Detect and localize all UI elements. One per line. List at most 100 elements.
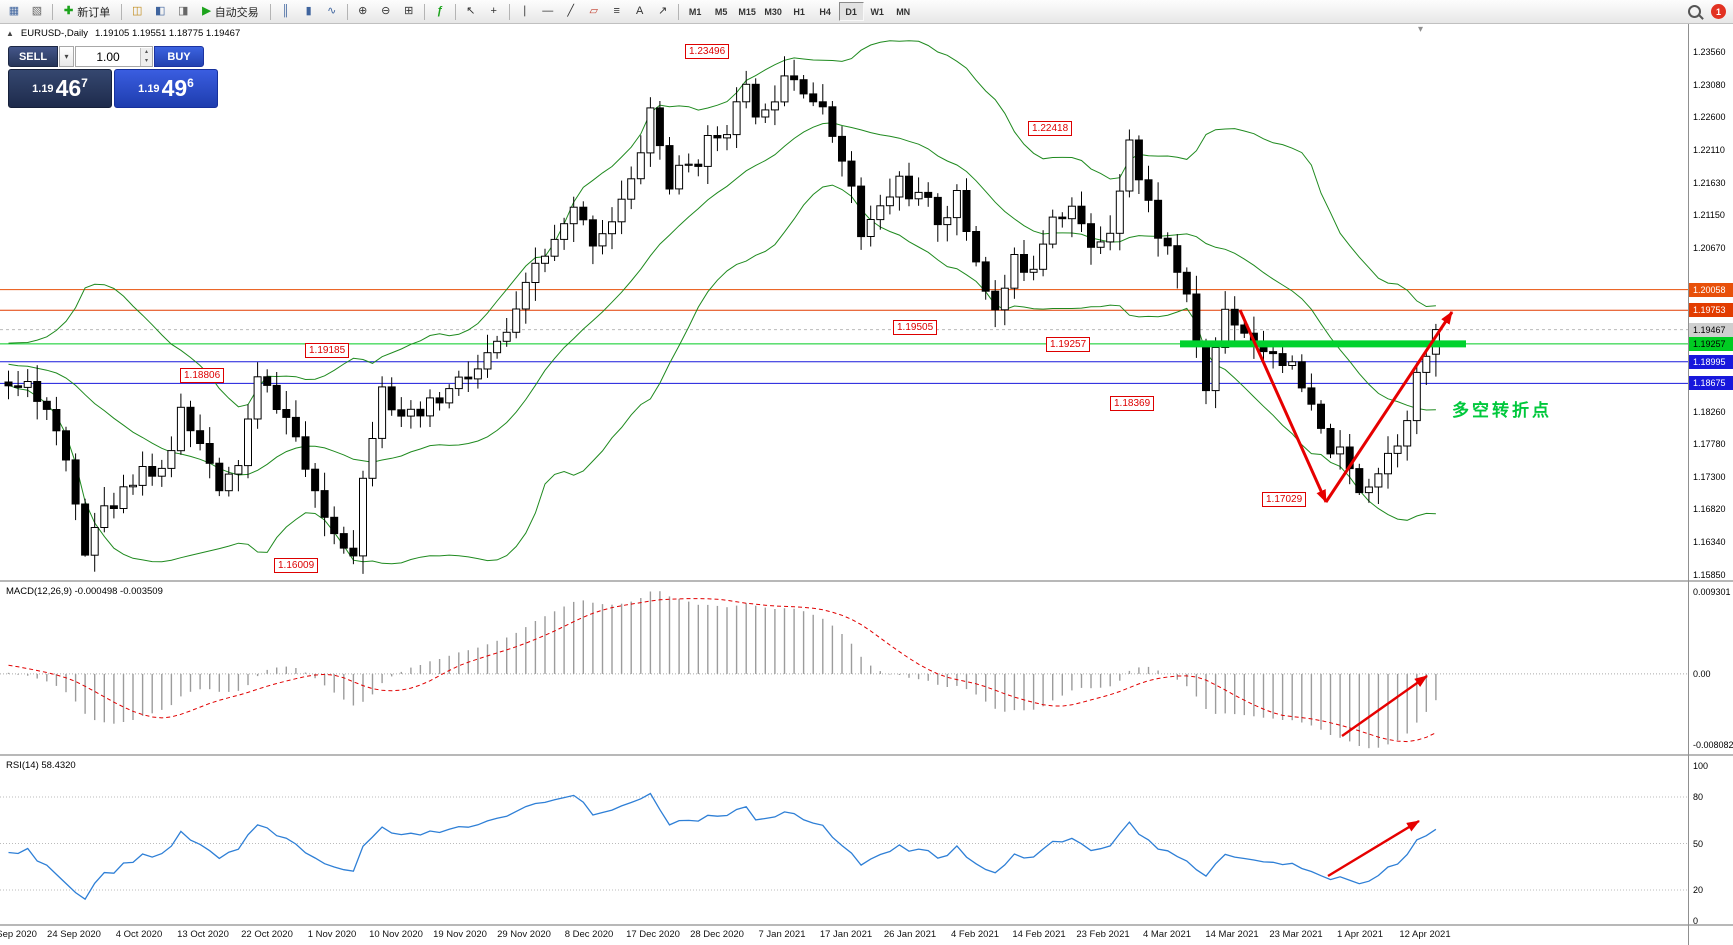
data-window-button[interactable]: ◧: [149, 2, 171, 22]
price-callout[interactable]: 1.19505: [893, 320, 938, 335]
indicators-button[interactable]: ƒ: [429, 2, 451, 22]
timeframe-button-w1[interactable]: W1: [865, 2, 890, 21]
toolbar-separator: [508, 3, 510, 20]
fibonacci-button[interactable]: ≡: [606, 2, 628, 22]
spin-down-icon[interactable]: ▾: [141, 56, 152, 66]
cursor-button[interactable]: ↖: [460, 2, 482, 22]
macd-axis-tick: 0.009301: [1693, 587, 1731, 597]
grid-button[interactable]: ⊞: [398, 2, 420, 22]
crosshair-icon: +: [490, 5, 497, 17]
timeframe-button-m30[interactable]: M30: [761, 2, 786, 21]
timeframe-button-m1[interactable]: M1: [683, 2, 708, 21]
search-icon: [1687, 5, 1701, 18]
panel-separator[interactable]: [0, 580, 1733, 582]
text-tool-button[interactable]: A: [629, 2, 651, 22]
one-click-collapse-icon[interactable]: ▲: [6, 29, 14, 38]
buy-price-big: 49: [161, 75, 188, 101]
new-order-icon: ✚: [64, 5, 74, 17]
price-callout[interactable]: 1.18806: [180, 368, 225, 383]
notification-badge[interactable]: 1: [1711, 4, 1726, 19]
price-callout[interactable]: 1.22418: [1028, 121, 1073, 136]
price-tick: 1.23080: [1693, 80, 1726, 90]
channel-icon: ▱: [589, 5, 598, 17]
candlestick-icon: ▮: [305, 5, 312, 17]
volume-input[interactable]: 1.00 ▴ ▾: [75, 46, 153, 67]
line-chart-icon: ∿: [327, 5, 337, 17]
autotrading-button[interactable]: ▶ 自动交易: [195, 2, 265, 22]
price-axis[interactable]: 1.23560 1.23080 1.22600 1.22110 1.21630 1.211…: [1689, 24, 1733, 945]
time-axis[interactable]: 15 Sep 2020 24 Sep 2020 4 Oct 2020 13 Oct 2…: [0, 929, 1451, 940]
rsi-axis-tick: 0: [1693, 916, 1699, 926]
chart-object-overlay: 1.23496 1.22418 1.19505 1.19257 1.19185 1.188…: [0, 24, 1688, 945]
new-order-button[interactable]: ✚ 新订单: [57, 2, 117, 22]
chart-shift-marker[interactable]: ▾: [1418, 24, 1424, 35]
horizontal-line-button[interactable]: ―: [537, 2, 559, 22]
svg-text:12 Apr 2021: 12 Apr 2021: [1399, 929, 1450, 940]
trendline-button[interactable]: ╱: [560, 2, 582, 22]
timeframe-button-m15[interactable]: M15: [735, 2, 760, 21]
chart-window[interactable]: 15 Sep 2020 24 Sep 2020 4 Oct 2020 13 Oct 2…: [0, 24, 1733, 945]
zoom-out-button[interactable]: ⊖: [375, 2, 397, 22]
svg-text:17 Dec 2020: 17 Dec 2020: [626, 929, 680, 940]
vertical-line-button[interactable]: ∣: [514, 2, 536, 22]
spin-up-icon[interactable]: ▴: [141, 47, 152, 57]
candlestick-chart-button[interactable]: ▮: [298, 2, 320, 22]
sell-button[interactable]: SELL: [8, 46, 58, 67]
timeframe-button-mn[interactable]: MN: [891, 2, 916, 21]
market-watch-icon: ◫: [132, 5, 143, 17]
svg-text:4 Oct 2020: 4 Oct 2020: [116, 929, 162, 940]
price-tick: 1.21150: [1693, 210, 1725, 220]
volume-value: 1.00: [96, 49, 120, 64]
grid-icon: ⊞: [404, 5, 414, 17]
price-chart-canvas[interactable]: 15 Sep 2020 24 Sep 2020 4 Oct 2020 13 Oct 2…: [0, 24, 1733, 945]
vertical-line-icon: ∣: [521, 5, 528, 17]
toolbar-separator: [52, 3, 53, 20]
price-tick: 1.18260: [1693, 407, 1726, 417]
svg-text:29 Nov 2020: 29 Nov 2020: [497, 929, 551, 940]
buy-button[interactable]: BUY: [154, 46, 204, 67]
panel-separator[interactable]: [0, 924, 1733, 926]
search-button[interactable]: [1683, 2, 1705, 22]
buy-price-panel[interactable]: 1.19 49 6: [114, 69, 218, 108]
price-callout[interactable]: 1.18369: [1110, 396, 1155, 411]
timeframe-button-h4[interactable]: H4: [813, 2, 838, 21]
sell-price-panel[interactable]: 1.19 46 7: [8, 69, 112, 108]
volume-spinner[interactable]: ▴ ▾: [140, 47, 152, 66]
toolbar-separator: [454, 3, 456, 20]
price-callout[interactable]: 1.16009: [274, 558, 319, 573]
navigator-button[interactable]: ◨: [172, 2, 194, 22]
new-chart-button[interactable]: ▦: [3, 2, 25, 22]
rsi-axis-tick: 80: [1693, 792, 1704, 802]
price-tick: 1.22110: [1693, 145, 1725, 155]
price-callout[interactable]: 1.17029: [1262, 492, 1307, 507]
ohlc-values: 1.19105 1.19551 1.18775 1.19467: [94, 28, 241, 39]
volume-preset-dropdown[interactable]: ▾: [59, 46, 74, 67]
price-callout[interactable]: 1.19185: [305, 343, 350, 358]
timeframe-toolbar: M1 M5 M15 M30 H1 H4 D1 W1 MN: [683, 2, 916, 21]
timeframe-button-m5[interactable]: M5: [709, 2, 734, 21]
market-watch-button[interactable]: ◫: [126, 2, 148, 22]
price-callout[interactable]: 1.23496: [685, 44, 730, 59]
arrow-tool-button[interactable]: ↗: [652, 2, 674, 22]
crosshair-button[interactable]: +: [483, 2, 505, 22]
panel-separator[interactable]: [0, 754, 1733, 756]
price-tick: 1.17780: [1693, 439, 1726, 449]
line-chart-button[interactable]: ∿: [321, 2, 343, 22]
zoom-in-icon: ⊕: [358, 5, 368, 17]
svg-text:15 Sep 2020: 15 Sep 2020: [0, 929, 37, 940]
profiles-icon: ▧: [31, 5, 43, 17]
profiles-button[interactable]: ▧: [26, 2, 48, 22]
svg-text:8 Dec 2020: 8 Dec 2020: [565, 929, 614, 940]
timeframe-button-h1[interactable]: H1: [787, 2, 812, 21]
zoom-in-button[interactable]: ⊕: [352, 2, 374, 22]
price-callout[interactable]: 1.19257: [1046, 337, 1091, 352]
navigator-icon: ◨: [178, 5, 189, 17]
one-click-trading-panel: SELL ▾ 1.00 ▴ ▾ BUY 1.19 46 7 1.19 49 6: [8, 46, 222, 108]
price-tick: 1.15850: [1693, 570, 1726, 580]
timeframe-button-d1[interactable]: D1: [838, 2, 864, 21]
zoom-out-icon: ⊖: [381, 5, 391, 17]
trend-arrows[interactable]: [1238, 309, 1454, 878]
bar-chart-button[interactable]: ║: [275, 2, 297, 22]
channel-button[interactable]: ▱: [583, 2, 605, 22]
sell-price-prefix: 1.19: [32, 82, 54, 95]
